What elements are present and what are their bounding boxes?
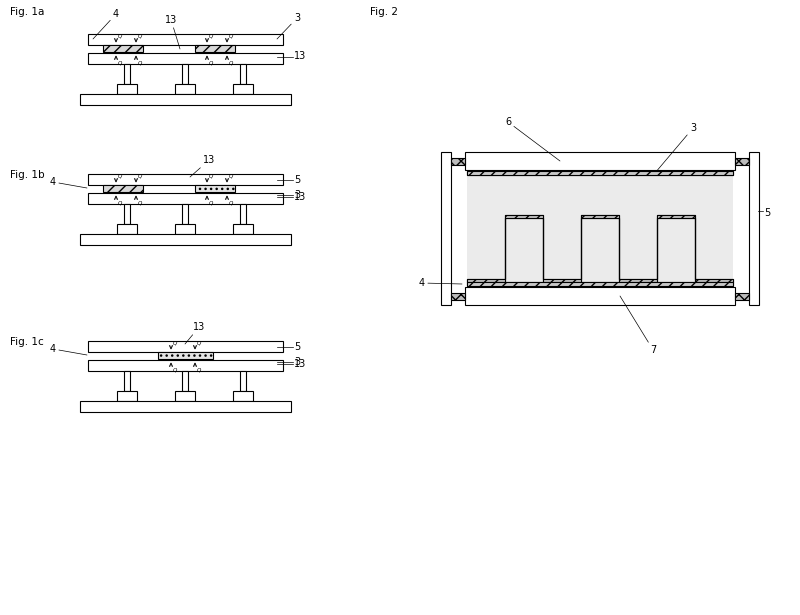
Bar xyxy=(124,64,130,84)
Text: 6: 6 xyxy=(505,117,560,161)
Text: Q: Q xyxy=(118,60,122,65)
Text: 13: 13 xyxy=(190,155,215,177)
Text: Q: Q xyxy=(173,367,177,372)
Bar xyxy=(441,152,451,305)
Text: 4: 4 xyxy=(93,9,119,39)
Bar xyxy=(88,341,283,352)
Bar xyxy=(175,224,195,234)
Text: Q: Q xyxy=(209,200,213,205)
Text: Q: Q xyxy=(229,33,233,38)
Text: 3: 3 xyxy=(277,13,300,39)
Bar xyxy=(117,391,137,401)
Text: Q: Q xyxy=(173,340,177,345)
Text: 5: 5 xyxy=(294,175,300,185)
Bar xyxy=(233,391,253,401)
Text: 13: 13 xyxy=(185,322,206,344)
Bar xyxy=(467,171,733,175)
Text: 13: 13 xyxy=(294,359,306,369)
Bar xyxy=(80,94,291,105)
Bar xyxy=(80,234,291,245)
Bar xyxy=(240,371,246,391)
Bar xyxy=(240,64,246,84)
Bar xyxy=(467,282,733,286)
Text: 3: 3 xyxy=(294,357,300,367)
Text: Fig. 1c: Fig. 1c xyxy=(10,337,44,347)
Bar xyxy=(467,282,733,286)
Bar xyxy=(182,371,188,391)
Text: Q: Q xyxy=(229,60,233,65)
Text: Q: Q xyxy=(209,60,213,65)
Text: 13: 13 xyxy=(294,192,306,202)
Text: Q: Q xyxy=(197,367,201,372)
Bar xyxy=(182,204,188,224)
Bar xyxy=(735,158,749,165)
Bar xyxy=(88,360,283,371)
Bar xyxy=(233,84,253,94)
Bar xyxy=(451,293,465,300)
Bar xyxy=(88,193,283,204)
Text: 4: 4 xyxy=(50,177,87,188)
Text: 13: 13 xyxy=(294,51,306,61)
Text: Q: Q xyxy=(229,200,233,205)
Text: 4: 4 xyxy=(50,344,87,355)
Polygon shape xyxy=(467,175,733,282)
Bar xyxy=(182,64,188,84)
Bar xyxy=(465,287,735,305)
Bar xyxy=(158,352,213,359)
Text: Q: Q xyxy=(229,173,233,178)
Text: Q: Q xyxy=(118,173,122,178)
Text: Q: Q xyxy=(209,33,213,38)
Bar xyxy=(124,204,130,224)
Bar xyxy=(240,204,246,224)
Text: 3: 3 xyxy=(655,123,696,173)
Bar xyxy=(233,224,253,234)
Text: Q: Q xyxy=(138,173,142,178)
Bar xyxy=(175,391,195,401)
Text: 3: 3 xyxy=(294,190,300,200)
Bar xyxy=(117,84,137,94)
Text: Q: Q xyxy=(209,173,213,178)
Bar xyxy=(175,84,195,94)
Text: 5: 5 xyxy=(294,342,300,352)
Text: Q: Q xyxy=(197,340,201,345)
Bar xyxy=(124,371,130,391)
Text: Fig. 1b: Fig. 1b xyxy=(10,170,45,180)
Text: 4: 4 xyxy=(419,278,462,288)
Text: 7: 7 xyxy=(620,296,656,355)
Bar xyxy=(80,401,291,412)
Text: Fig. 2: Fig. 2 xyxy=(370,7,398,17)
Bar xyxy=(88,53,283,64)
Bar xyxy=(465,152,735,170)
Bar xyxy=(88,174,283,185)
Bar xyxy=(103,185,143,192)
Bar xyxy=(117,224,137,234)
Text: Fig. 1a: Fig. 1a xyxy=(10,7,44,17)
Bar xyxy=(451,158,465,165)
Bar xyxy=(88,34,283,45)
Text: Q: Q xyxy=(138,60,142,65)
Polygon shape xyxy=(467,215,733,282)
Text: 5: 5 xyxy=(764,208,770,218)
Bar xyxy=(749,152,759,305)
Text: Q: Q xyxy=(138,200,142,205)
Polygon shape xyxy=(467,215,733,282)
Text: Q: Q xyxy=(118,33,122,38)
Text: Q: Q xyxy=(118,200,122,205)
Text: Q: Q xyxy=(138,33,142,38)
Bar xyxy=(103,45,143,52)
Bar xyxy=(195,185,235,192)
Text: 13: 13 xyxy=(165,15,180,49)
Bar xyxy=(195,45,235,52)
Bar xyxy=(467,171,733,175)
Bar xyxy=(735,293,749,300)
